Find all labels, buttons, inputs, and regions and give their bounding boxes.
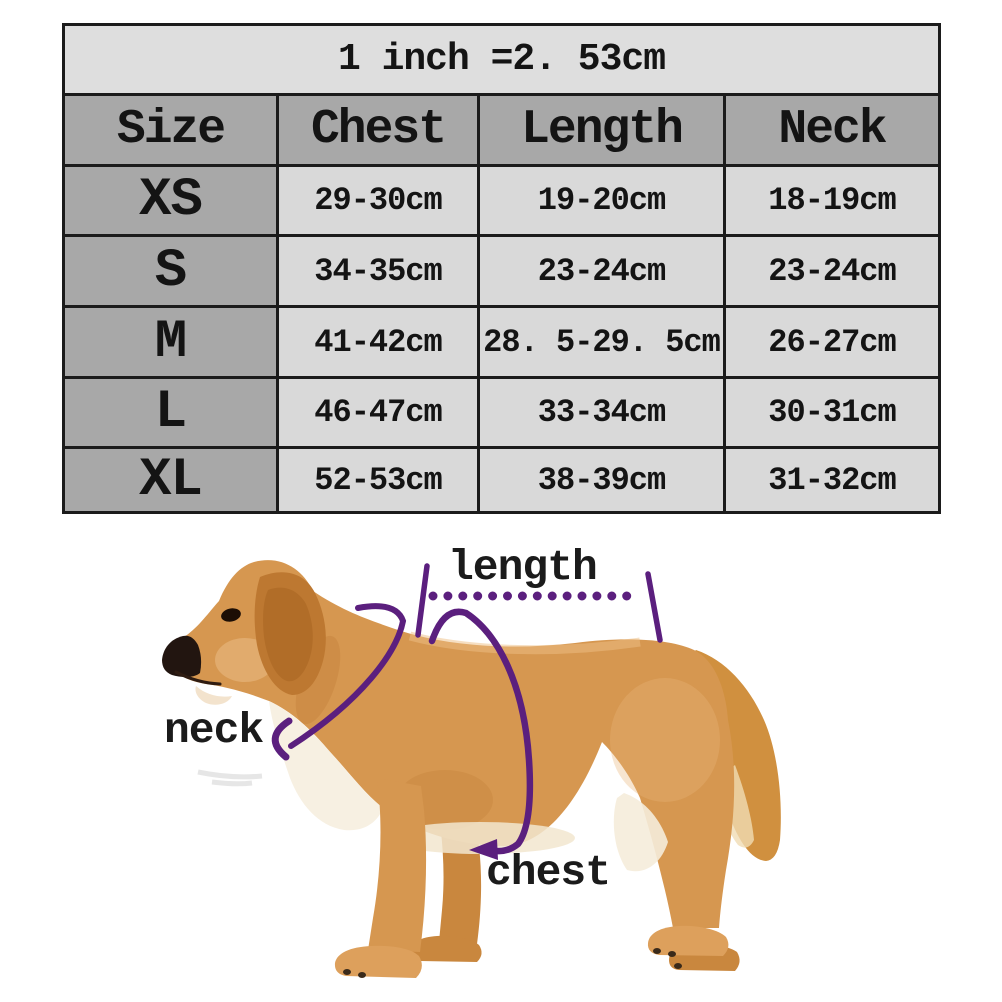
- dog-toenail: [343, 969, 351, 975]
- chest-measure-arc: [428, 608, 534, 855]
- neck-value: 30-31cm: [723, 376, 941, 449]
- length-value: 28. 5-29. 5cm: [477, 305, 726, 379]
- col-header-chest: Chest: [276, 93, 480, 167]
- table-row-m: M 41-42cm 28. 5-29. 5cm 26-27cm: [62, 305, 941, 379]
- col-header-size: Size: [62, 93, 279, 167]
- col-header-length: Length: [477, 93, 726, 167]
- size-label: XS: [62, 164, 279, 237]
- length-value: 23-24cm: [477, 234, 726, 308]
- chest-value: 52-53cm: [276, 446, 480, 514]
- chest-label: chest: [486, 848, 611, 897]
- length-left-end-bar: [415, 563, 430, 638]
- dog-toenail: [674, 963, 682, 969]
- table-title-row: 1 inch =2. 53cm: [62, 23, 941, 96]
- dog-rear-paw: [647, 925, 729, 956]
- dog-toenail: [358, 972, 366, 978]
- dog-front-paw: [334, 945, 422, 978]
- dog-far-front-paw: [410, 935, 482, 962]
- neck-value: 31-32cm: [723, 446, 941, 514]
- dog-back-highlight: [408, 631, 641, 655]
- table-header-row: Size Chest Length Neck: [62, 93, 941, 167]
- length-value: 33-34cm: [477, 376, 726, 449]
- size-label: S: [62, 234, 279, 308]
- dog-front-leg: [368, 778, 427, 952]
- neck-measure-arc: [288, 603, 407, 749]
- neck-measure-arc-cap: [271, 717, 293, 761]
- neck-value: 23-24cm: [723, 234, 941, 308]
- dog-thigh-white-patch: [613, 793, 668, 872]
- length-value: 38-39cm: [477, 446, 726, 514]
- length-right-end-bar: [645, 571, 663, 643]
- conversion-note: 1 inch =2. 53cm: [62, 23, 941, 96]
- dog-chest-white-patch: [269, 701, 383, 831]
- size-label: L: [62, 376, 279, 449]
- dog-toenail: [668, 951, 676, 957]
- chest-value: 34-35cm: [276, 234, 480, 308]
- size-label: M: [62, 305, 279, 379]
- chest-value: 46-47cm: [276, 376, 480, 449]
- chest-value: 29-30cm: [276, 164, 480, 237]
- dog-eye: [221, 608, 241, 622]
- length-label: length: [448, 543, 598, 592]
- dog-haunch-highlight: [610, 678, 720, 802]
- chest-arc-arrowhead: [469, 839, 498, 860]
- length-value: 19-20cm: [477, 164, 726, 237]
- dog-toenail: [653, 948, 661, 954]
- dog-chin-light-fur: [195, 686, 232, 705]
- col-header-neck: Neck: [723, 93, 941, 167]
- dog-measurement-diagram: [162, 560, 781, 978]
- dog-neck-shadow: [295, 635, 341, 725]
- size-table: 1 inch =2. 53cm Size Chest Length Neck X…: [62, 23, 941, 514]
- table-row-xs: XS 29-30cm 19-20cm 18-19cm: [62, 164, 941, 237]
- chest-value: 41-42cm: [276, 305, 480, 379]
- neck-value: 26-27cm: [723, 305, 941, 379]
- dog-nose: [162, 635, 202, 678]
- faint-smudge-marks: [197, 769, 263, 787]
- dog-ear-inner-shading: [263, 587, 313, 682]
- table-row-s: S 34-35cm 23-24cm 23-24cm: [62, 234, 941, 308]
- dog-mouth-line: [174, 670, 222, 686]
- neck-value: 18-19cm: [723, 164, 941, 237]
- size-label: XL: [62, 446, 279, 514]
- neck-label: neck: [164, 706, 264, 755]
- table-row-xl: XL 52-53cm 38-39cm 31-32cm: [62, 446, 941, 514]
- table-row-l: L 46-47cm 33-34cm 30-31cm: [62, 376, 941, 449]
